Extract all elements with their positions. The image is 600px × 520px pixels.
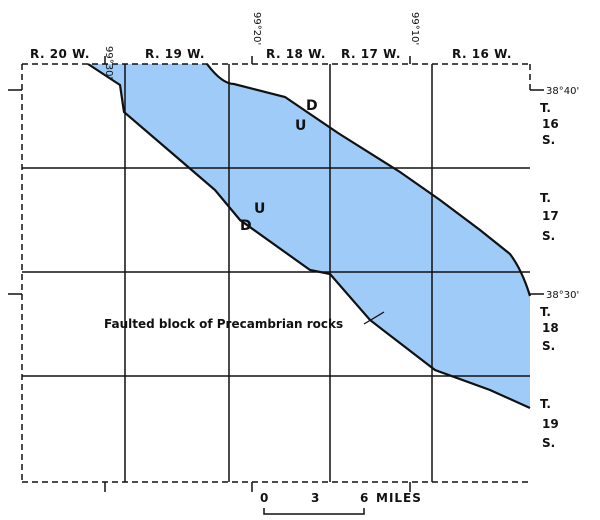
lower-fault-line [87, 63, 531, 410]
township-label: 16 [542, 117, 559, 131]
block-annotation: Faulted block of Precambrian rocks [104, 317, 343, 331]
township-label: T. [540, 191, 551, 205]
fault-down-label: D [306, 98, 318, 114]
township-label: S. [542, 339, 555, 353]
fault-up-label: U [295, 118, 306, 134]
range-label: R. 17 W. [341, 47, 401, 61]
scale-end: 6 [360, 491, 369, 505]
township-label: T. [540, 305, 551, 319]
township-label: 17 [542, 209, 559, 223]
township-label: T. [540, 397, 551, 411]
scale-zero: 0 [260, 491, 269, 505]
faulted-block-area [88, 64, 530, 408]
scale-unit: MILES [376, 491, 422, 505]
latitude-label: 38°40' [546, 86, 579, 97]
longitude-label: 99°10' [409, 12, 420, 45]
annotation-leader [363, 311, 385, 325]
township-label: 19 [542, 417, 559, 431]
township-label: S. [542, 133, 555, 147]
township-label: 18 [542, 321, 559, 335]
latitude-label: 38°30' [546, 290, 579, 301]
fault-down-label: D [240, 218, 252, 234]
range-label: R. 20 W. [30, 47, 90, 61]
range-label: R. 16 W. [452, 47, 512, 61]
longitude-label: 99°30' [103, 46, 114, 79]
range-label: R. 18 W. [266, 47, 326, 61]
fault-up-label: U [254, 201, 265, 217]
township-label: T. [540, 101, 551, 115]
scale-mid: 3 [311, 491, 320, 505]
scale-bar [263, 508, 365, 515]
longitude-label: 99°20' [251, 12, 262, 45]
township-label: S. [542, 436, 555, 450]
range-label: R. 19 W. [145, 47, 205, 61]
township-label: S. [542, 229, 555, 243]
upper-fault-line [206, 63, 532, 297]
